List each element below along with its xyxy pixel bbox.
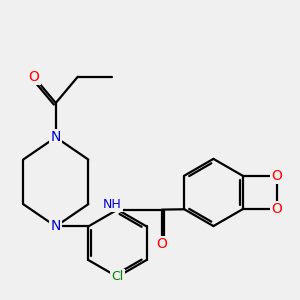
- Text: O: O: [272, 169, 282, 183]
- Text: H: H: [105, 199, 114, 209]
- Text: NH: NH: [103, 198, 122, 211]
- Text: Cl: Cl: [111, 270, 124, 283]
- Text: N: N: [51, 130, 61, 144]
- Text: O: O: [272, 202, 282, 216]
- Text: O: O: [157, 237, 167, 251]
- Text: N: N: [51, 219, 61, 233]
- Text: O: O: [28, 70, 39, 84]
